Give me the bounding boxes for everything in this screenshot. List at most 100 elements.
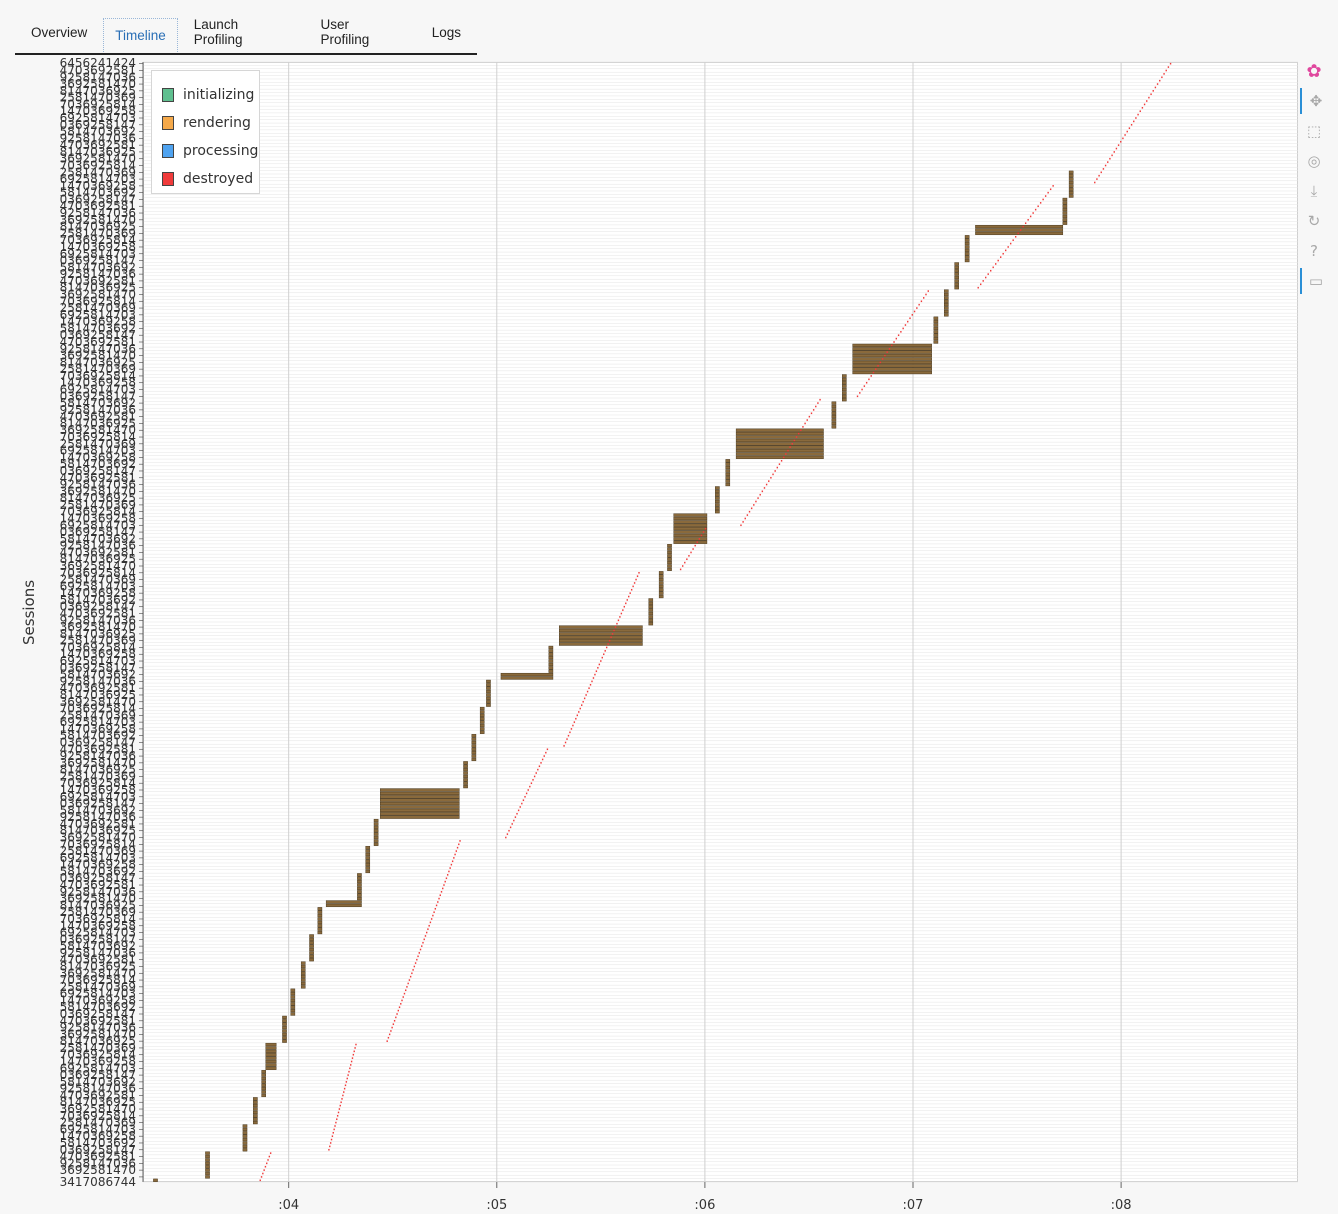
session-bar[interactable]	[933, 330, 939, 334]
session-bar[interactable]	[282, 1025, 287, 1030]
session-bar[interactable]	[471, 744, 477, 748]
session-bar[interactable]	[831, 425, 837, 429]
session-bar[interactable]	[309, 934, 314, 938]
session-bar[interactable]	[479, 706, 485, 711]
session-bar[interactable]	[1068, 177, 1074, 181]
session-bar[interactable]	[725, 465, 731, 470]
session-bar[interactable]	[658, 577, 664, 582]
session-bar[interactable]	[667, 561, 672, 565]
session-bar[interactable]	[648, 605, 654, 609]
session-bar[interactable]	[242, 1124, 248, 1128]
session-bar[interactable]	[479, 713, 485, 717]
session-bar[interactable]	[548, 662, 554, 667]
session-bar[interactable]	[373, 822, 379, 826]
session-bar[interactable]	[831, 408, 837, 412]
session-bar[interactable]	[667, 547, 672, 551]
session-bar[interactable]	[1068, 191, 1074, 195]
session-bar[interactable]	[975, 228, 1064, 232]
session-bar[interactable]	[559, 642, 643, 646]
session-bar[interactable]	[253, 1107, 258, 1111]
session-bar[interactable]	[735, 428, 824, 432]
session-bar[interactable]	[673, 513, 708, 517]
session-bar[interactable]	[282, 1019, 287, 1023]
session-bar[interactable]	[242, 1144, 248, 1148]
session-bar[interactable]	[933, 340, 939, 344]
session-bar[interactable]	[290, 998, 296, 1003]
session-bar[interactable]	[933, 316, 939, 320]
session-bar[interactable]	[325, 903, 362, 907]
session-bar[interactable]	[944, 299, 949, 303]
session-bar[interactable]	[317, 927, 323, 931]
session-bar[interactable]	[380, 791, 460, 795]
session-bar[interactable]	[667, 567, 672, 571]
session-bar[interactable]	[365, 849, 371, 853]
session-bar[interactable]	[725, 462, 731, 466]
session-bar[interactable]	[964, 258, 970, 263]
session-bar[interactable]	[265, 1053, 277, 1057]
session-bar[interactable]	[317, 930, 323, 935]
session-bar[interactable]	[317, 917, 323, 921]
session-bar[interactable]	[735, 452, 824, 456]
session-bar[interactable]	[1062, 208, 1068, 212]
tab-overview[interactable]: Overview	[31, 24, 88, 40]
session-bar[interactable]	[1062, 197, 1068, 202]
session-bar[interactable]	[673, 540, 708, 544]
save-icon[interactable]: ⤓	[1310, 182, 1318, 200]
session-bar[interactable]	[300, 981, 306, 986]
session-bar[interactable]	[471, 757, 477, 762]
session-bar[interactable]	[842, 387, 847, 392]
session-bar[interactable]	[735, 432, 824, 436]
session-bar[interactable]	[357, 876, 362, 880]
session-bar[interactable]	[205, 1168, 210, 1172]
session-bar[interactable]	[831, 411, 837, 415]
session-bar[interactable]	[715, 489, 720, 493]
session-bar[interactable]	[205, 1151, 210, 1155]
session-bar[interactable]	[261, 1087, 266, 1091]
session-bar[interactable]	[309, 951, 314, 955]
session-bar[interactable]	[380, 798, 460, 802]
session-bar[interactable]	[842, 381, 847, 385]
session-bar[interactable]	[261, 1073, 266, 1077]
session-bar[interactable]	[658, 588, 664, 592]
session-bar[interactable]	[852, 360, 932, 364]
session-bar[interactable]	[325, 900, 362, 904]
session-bar[interactable]	[673, 530, 708, 534]
session-bar[interactable]	[486, 679, 491, 683]
session-bar[interactable]	[309, 958, 314, 962]
session-bar[interactable]	[253, 1110, 258, 1115]
session-bar[interactable]	[1062, 218, 1068, 222]
session-bar[interactable]	[300, 961, 306, 965]
session-bar[interactable]	[933, 337, 939, 341]
session-bar[interactable]	[373, 842, 379, 846]
session-bar[interactable]	[831, 404, 837, 409]
tab-user-profiling[interactable]: User Profiling	[320, 17, 370, 47]
session-bar[interactable]	[253, 1117, 258, 1121]
session-bar[interactable]	[831, 401, 837, 405]
box-zoom-icon[interactable]: ⬚	[1306, 122, 1322, 140]
session-bar[interactable]	[365, 852, 371, 857]
session-bar[interactable]	[471, 740, 477, 745]
session-bar[interactable]	[282, 1039, 287, 1043]
session-bar[interactable]	[479, 720, 485, 724]
session-bar[interactable]	[309, 937, 314, 941]
session-bar[interactable]	[290, 995, 296, 999]
session-bar[interactable]	[954, 269, 959, 273]
session-bar[interactable]	[658, 584, 664, 588]
session-bar[interactable]	[373, 825, 379, 829]
session-bar[interactable]	[380, 812, 460, 816]
session-bar[interactable]	[380, 801, 460, 806]
session-bar[interactable]	[725, 482, 731, 487]
session-bar[interactable]	[253, 1097, 258, 1101]
session-bar[interactable]	[380, 815, 460, 819]
session-bar[interactable]	[715, 506, 720, 510]
session-bar[interactable]	[253, 1104, 258, 1108]
session-bar[interactable]	[265, 1042, 277, 1047]
session-bar[interactable]	[486, 689, 491, 694]
session-bar[interactable]	[1068, 184, 1074, 188]
session-bar[interactable]	[944, 313, 949, 317]
session-bar[interactable]	[365, 866, 371, 870]
session-bar[interactable]	[667, 557, 672, 561]
session-bar[interactable]	[954, 265, 959, 269]
session-bar[interactable]	[725, 459, 731, 463]
